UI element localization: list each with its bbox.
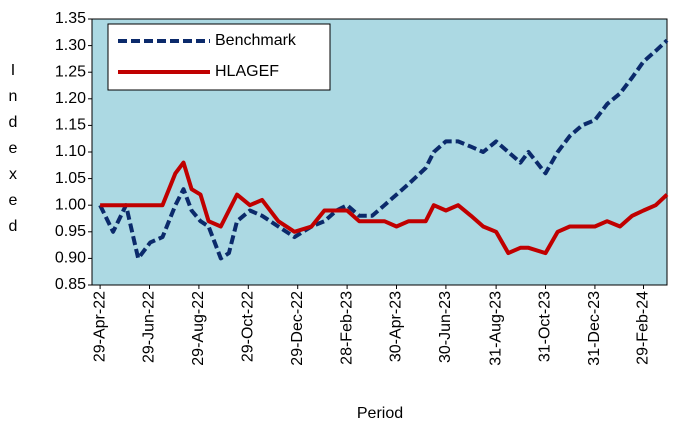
y-tick-label: 1.25 xyxy=(55,63,86,80)
x-tick-label: 28-Feb-23 xyxy=(338,291,355,365)
x-tick-label: 31-Dec-23 xyxy=(586,291,603,366)
y-tick-label: 1.30 xyxy=(55,37,86,54)
y-tick-label: 1.05 xyxy=(55,170,86,187)
legend-label: Benchmark xyxy=(215,32,297,49)
x-tick-label: 29-Oct-22 xyxy=(240,291,257,362)
x-axis-label: Period xyxy=(357,405,403,422)
y-tick-label: 1.15 xyxy=(55,117,86,134)
x-tick-label: 31-Aug-23 xyxy=(487,291,504,366)
x-tick-label: 30-Jun-23 xyxy=(437,291,454,363)
x-tick-label: 29-Feb-24 xyxy=(635,291,652,365)
y-tick-label: 0.90 xyxy=(55,250,86,267)
y-tick-label: 0.85 xyxy=(55,276,86,293)
legend-label: HLAGEF xyxy=(215,63,279,80)
y-tick-label: 1.20 xyxy=(55,90,86,107)
legend-box xyxy=(107,23,331,91)
x-tick-label: 29-Aug-22 xyxy=(190,291,207,366)
y-axis-label: Indexed xyxy=(8,62,18,235)
y-tick-label: 1.00 xyxy=(55,196,86,213)
x-tick-label: 29-Apr-22 xyxy=(91,291,108,362)
x-tick-label: 30-Apr-23 xyxy=(388,291,405,362)
x-tick-label: 31-Oct-23 xyxy=(537,291,554,362)
y-tick-label: 0.95 xyxy=(55,223,86,240)
y-tick-label: 1.35 xyxy=(55,10,86,27)
x-tick-label: 29-Jun-22 xyxy=(141,291,158,363)
x-tick-label: 29-Dec-22 xyxy=(289,291,306,366)
series-line xyxy=(100,160,669,256)
y-tick-label: 1.10 xyxy=(55,143,86,160)
